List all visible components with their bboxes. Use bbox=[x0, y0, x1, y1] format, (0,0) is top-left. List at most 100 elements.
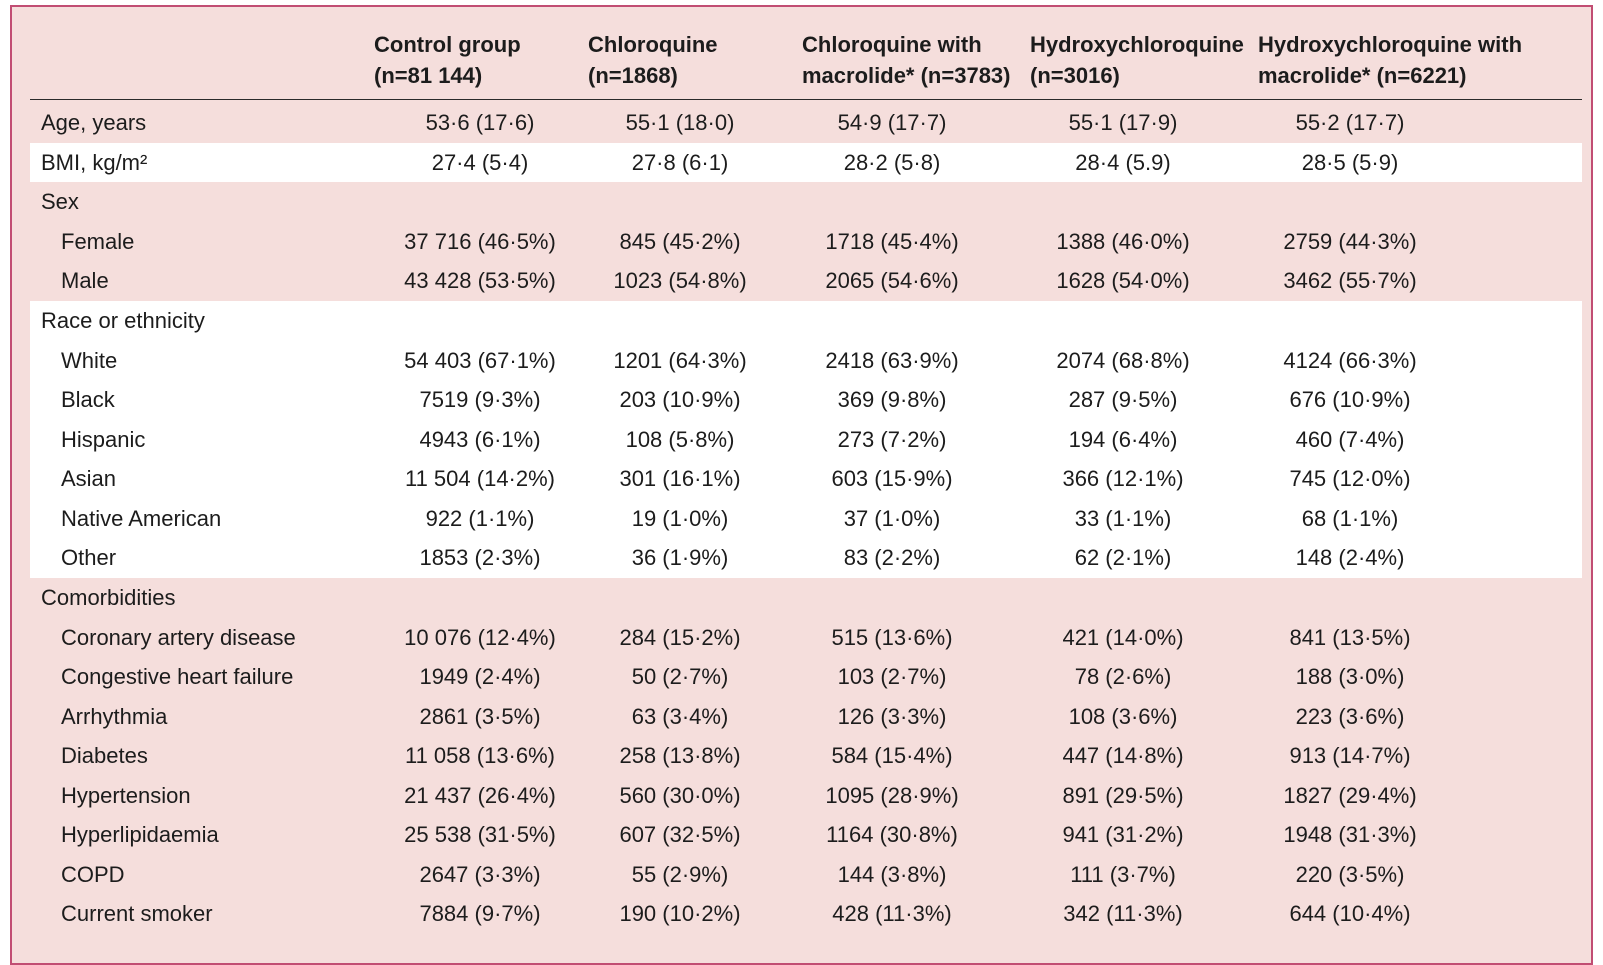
table-cell: 1948 (31·3%) bbox=[1283, 822, 1417, 847]
column-header-line: macrolide* (n=3783) bbox=[802, 63, 1011, 88]
row-label: COPD bbox=[61, 862, 125, 887]
table-cell: 1201 (64·3%) bbox=[613, 348, 747, 373]
table-cell: 223 (3·6%) bbox=[1295, 704, 1405, 729]
table-row: Race or ethnicity bbox=[30, 301, 1582, 341]
table-cell: 1628 (54·0%) bbox=[1056, 268, 1190, 293]
table-cell: 515 (13·6%) bbox=[831, 625, 953, 650]
table-cell: 2065 (54·6%) bbox=[825, 268, 959, 293]
table-row: Diabetes 11 058 (13·6%) 258 (13·8%) 584 (15… bbox=[30, 736, 1582, 776]
table-cell: 53·6 (17·6) bbox=[425, 110, 535, 135]
column-header-hydroxychloroquine: Hydroxychloroquine (n=3016) bbox=[1030, 29, 1244, 91]
column-header-line: (n=81 144) bbox=[374, 63, 483, 88]
column-header-chloroquine: Chloroquine (n=1868) bbox=[588, 29, 718, 91]
table-row: Coronary artery disease 10 076 (12·4%) 284… bbox=[30, 618, 1582, 657]
table-row: Congestive heart failure 1949 (2·4%) 50 (2… bbox=[30, 657, 1582, 697]
table-cell: 301 (16·1%) bbox=[619, 466, 741, 491]
table-cell: 21 437 (26·4%) bbox=[404, 783, 556, 808]
row-label: BMI, kg/m² bbox=[41, 150, 148, 175]
table-row: Male 43 428 (53·5%) 1023 (54·8%) 2065 (54·6… bbox=[30, 261, 1582, 301]
table-cell: 745 (12·0%) bbox=[1289, 466, 1411, 491]
table-cell: 28·4 (5.9) bbox=[1075, 150, 1171, 175]
table-cell: 676 (10·9%) bbox=[1289, 387, 1411, 412]
table-cell: 2861 (3·5%) bbox=[419, 704, 541, 729]
table-cell: 220 (3·5%) bbox=[1295, 862, 1405, 887]
row-label: Black bbox=[61, 387, 115, 412]
column-header-line: Hydroxychloroquine with bbox=[1258, 32, 1523, 57]
table-cell: 11 058 (13·6%) bbox=[404, 743, 555, 768]
table-cell: 447 (14·8%) bbox=[1062, 743, 1184, 768]
row-label: Congestive heart failure bbox=[61, 664, 294, 689]
table-cell: 108 (3·6%) bbox=[1068, 704, 1178, 729]
table-cell: 421 (14·0%) bbox=[1062, 625, 1184, 650]
table-cell: 287 (9·5%) bbox=[1068, 387, 1178, 412]
row-label: Male bbox=[61, 268, 109, 293]
table-cell: 78 (2·6%) bbox=[1074, 664, 1172, 689]
table-cell: 258 (13·8%) bbox=[619, 743, 741, 768]
table-cell: 55·1 (17·9) bbox=[1068, 110, 1178, 135]
table-cell: 108 (5·8%) bbox=[625, 427, 735, 452]
table-cell: 1718 (45·4%) bbox=[825, 229, 959, 254]
table-cell: 1388 (46·0%) bbox=[1056, 229, 1190, 254]
row-label: Hypertension bbox=[61, 783, 191, 808]
table-cell: 190 (10·2%) bbox=[619, 901, 741, 926]
table-cell: 54·9 (17·7) bbox=[837, 110, 947, 135]
column-header-line: (n=1868) bbox=[588, 63, 678, 88]
table-cell: 2418 (63·9%) bbox=[825, 348, 959, 373]
table-cell: 460 (7·4%) bbox=[1295, 427, 1405, 452]
table-cell: 55·1 (18·0) bbox=[625, 110, 735, 135]
table-cell: 63 (3·4%) bbox=[631, 704, 729, 729]
column-header-line: Control group bbox=[374, 32, 521, 57]
table-cell: 1949 (2·4%) bbox=[419, 664, 541, 689]
table-cell: 68 (1·1%) bbox=[1301, 506, 1399, 531]
table-cell: 111 (3·7%) bbox=[1070, 862, 1176, 887]
table-row: Female 37 716 (46·5%) 845 (45·2%) 1718 (45·… bbox=[30, 222, 1582, 261]
table-row: Black 7519 (9·3%) 203 (10·9%) 369 (9·8%) 287… bbox=[30, 380, 1582, 420]
table-cell: 342 (11·3%) bbox=[1063, 901, 1183, 926]
row-label: Native American bbox=[61, 506, 222, 531]
table-cell: 188 (3·0%) bbox=[1295, 664, 1405, 689]
table-row: Other 1853 (2·3%) 36 (1·9%) 83 (2·2%) 62 (2·… bbox=[30, 538, 1582, 578]
column-header-line: (n=3016) bbox=[1030, 63, 1120, 88]
table-cell: 1853 (2·3%) bbox=[419, 545, 541, 570]
table-body: Age, years 53·6 (17·6) 55·1 (18·0) 54·9 (17… bbox=[30, 103, 1582, 934]
table-row: Sex bbox=[30, 182, 1582, 222]
table-cell: 560 (30·0%) bbox=[619, 783, 741, 808]
table-cell: 366 (12·1%) bbox=[1062, 466, 1184, 491]
table-cell: 941 (31·2%) bbox=[1062, 822, 1184, 847]
row-label: Arrhythmia bbox=[61, 704, 168, 729]
table-cell: 841 (13·5%) bbox=[1289, 625, 1411, 650]
table-cell: 27·8 (6·1) bbox=[631, 150, 729, 175]
table-cell: 37 716 (46·5%) bbox=[404, 229, 556, 254]
row-label: Hyperlipidaemia bbox=[61, 822, 219, 847]
column-header-hydroxychloroquine-macrolide: Hydroxychloroquine with macrolide* (n=62… bbox=[1258, 29, 1522, 91]
table-cell: 203 (10·9%) bbox=[619, 387, 741, 412]
table-cell: 55 (2·9%) bbox=[631, 862, 729, 887]
table-cell: 428 (11·3%) bbox=[832, 901, 952, 926]
table-cell: 2759 (44·3%) bbox=[1283, 229, 1417, 254]
table-cell: 891 (29·5%) bbox=[1062, 783, 1184, 808]
table-row: Hyperlipidaemia 25 538 (31·5%) 607 (32·5%)… bbox=[30, 815, 1582, 855]
table-cell: 28·5 (5·9) bbox=[1301, 150, 1399, 175]
row-label: Female bbox=[61, 229, 135, 254]
table-cell: 194 (6·4%) bbox=[1068, 427, 1178, 452]
table-cell: 584 (15·4%) bbox=[831, 743, 953, 768]
table-cell: 284 (15·2%) bbox=[619, 625, 741, 650]
table-header: Control group (n=81 144) Chloroquine (n=… bbox=[12, 7, 1595, 99]
column-header-line: Chloroquine bbox=[588, 32, 718, 57]
table-cell: 369 (9·8%) bbox=[837, 387, 947, 412]
table-cell: 19 (1·0%) bbox=[631, 506, 729, 531]
row-label: Age, years bbox=[41, 110, 147, 135]
table-cell: 7519 (9·3%) bbox=[419, 387, 541, 412]
table-cell: 2074 (68·8%) bbox=[1056, 348, 1190, 373]
table-cell: 845 (45·2%) bbox=[619, 229, 741, 254]
table-cell: 7884 (9·7%) bbox=[419, 901, 541, 926]
table-cell: 126 (3·3%) bbox=[837, 704, 947, 729]
table-row: Age, years 53·6 (17·6) 55·1 (18·0) 54·9 (17… bbox=[30, 103, 1582, 143]
table-cell: 644 (10·4%) bbox=[1289, 901, 1411, 926]
column-header-control: Control group (n=81 144) bbox=[374, 29, 521, 91]
row-label: Coronary artery disease bbox=[61, 625, 296, 650]
row-label: White bbox=[61, 348, 118, 373]
table-cell: 37 (1·0%) bbox=[843, 506, 941, 531]
table-cell: 62 (2·1%) bbox=[1074, 545, 1172, 570]
table-cell: 83 (2·2%) bbox=[843, 545, 941, 570]
